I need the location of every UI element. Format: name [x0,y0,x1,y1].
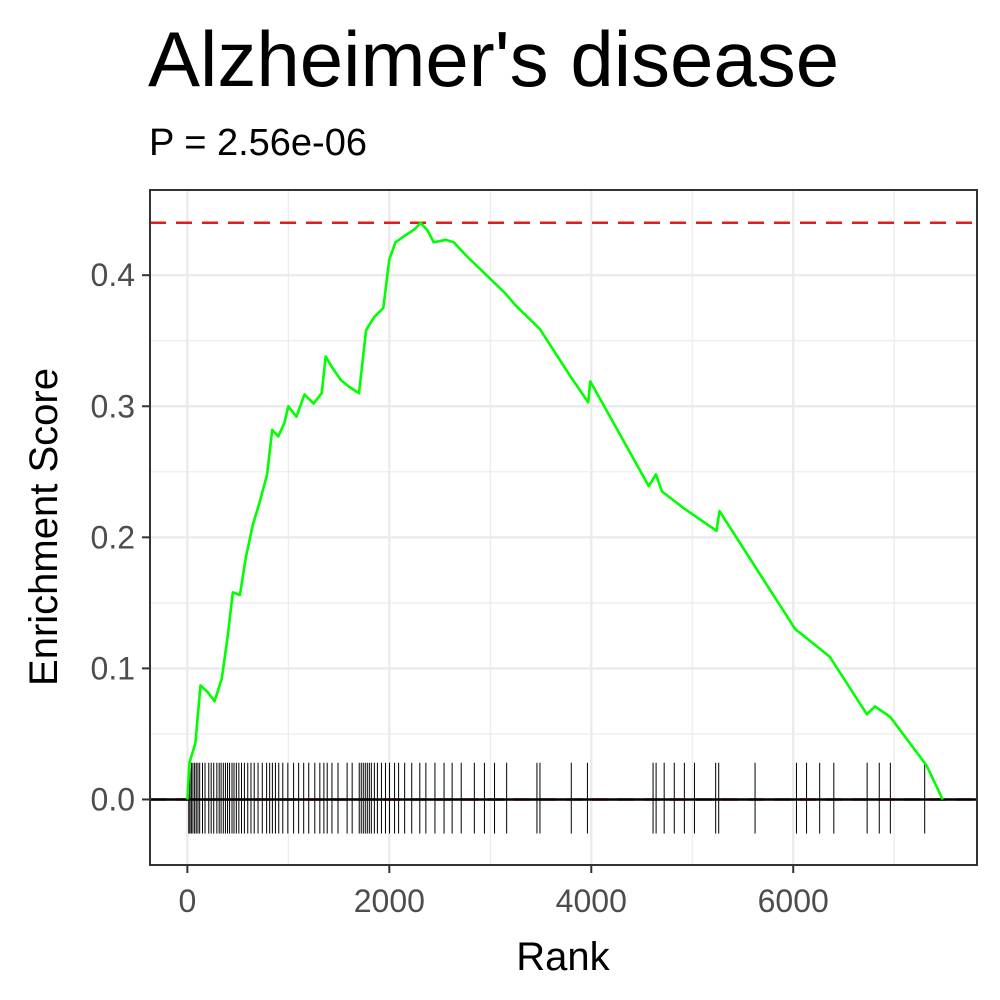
y-tick-label: 0.3 [91,388,135,424]
x-tick-label: 4000 [556,883,627,919]
x-tick-label: 0 [178,883,196,919]
y-axis-label: Enrichment Score [22,368,66,686]
y-tick-label: 0.2 [91,519,135,555]
hit-ticks [188,762,926,834]
enrichment-curve-layer [186,221,944,801]
grid-lines [150,190,977,866]
chart-title: Alzheimer's disease [148,15,840,103]
panel-border [149,189,978,866]
axes: 0 2000 4000 6000 0.0 0.1 0.2 0.3 0.4 [91,257,829,919]
enrichment-curve [186,221,944,801]
y-tick-label: 0.1 [91,650,135,686]
reference-lines [150,221,977,801]
chart-subtitle: P = 2.56e-06 [149,122,367,164]
y-tick-label: 0.0 [91,781,135,817]
x-tick-label: 6000 [758,883,829,919]
x-axis-label: Rank [516,935,610,979]
x-tick-label: 2000 [354,883,425,919]
y-tick-label: 0.4 [91,257,135,293]
